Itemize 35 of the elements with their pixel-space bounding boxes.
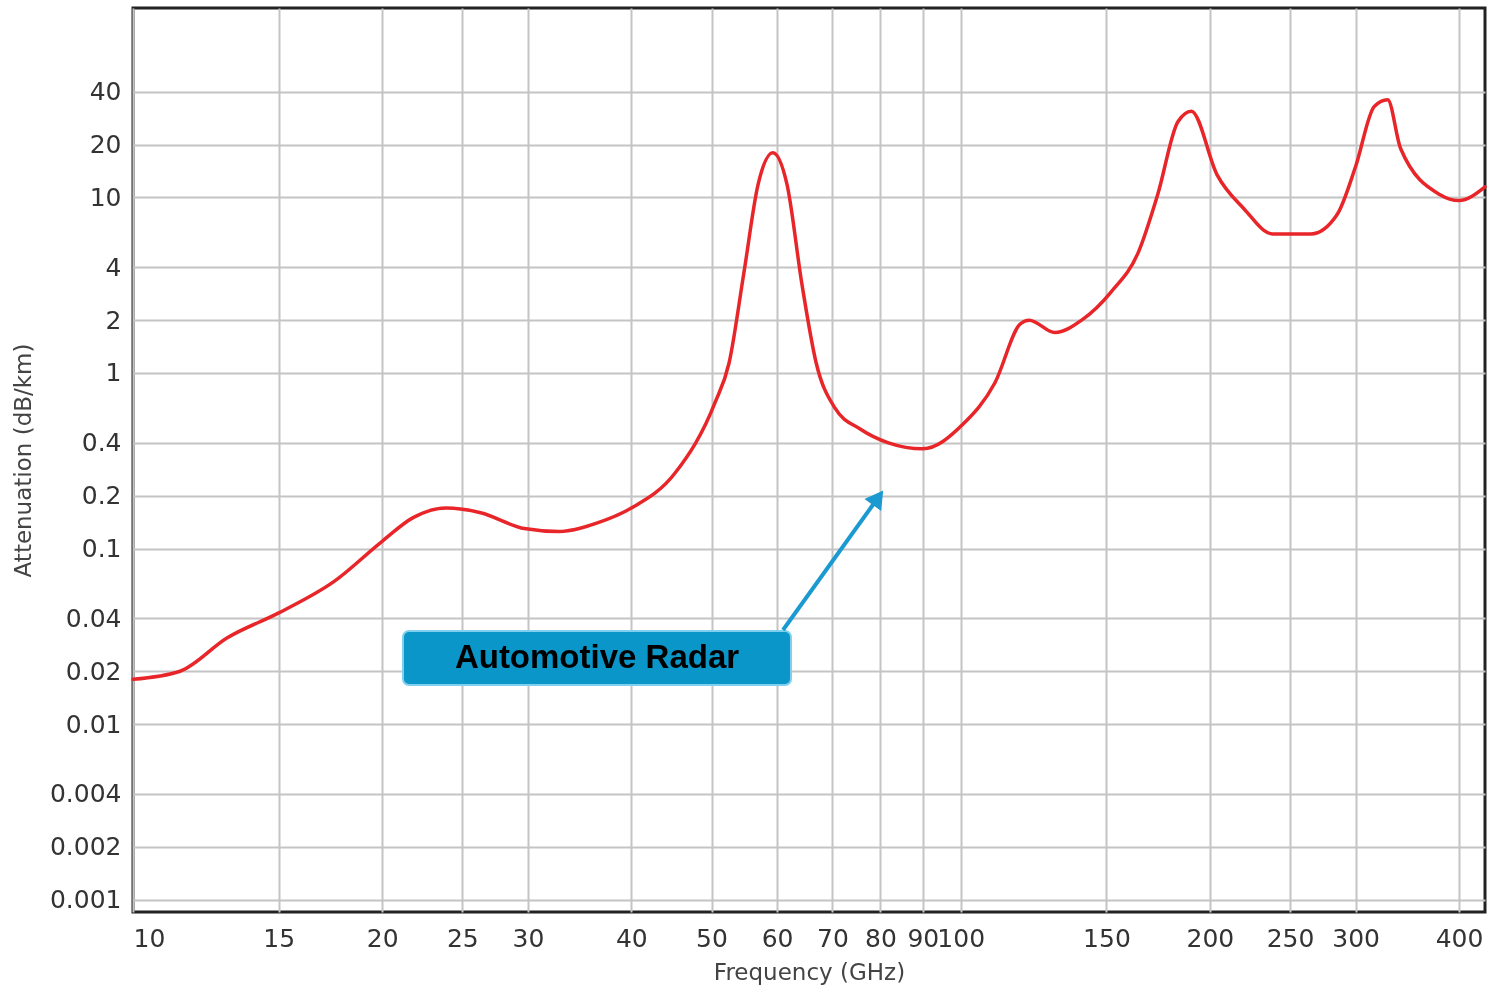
x-tick-label: 15 bbox=[263, 923, 296, 953]
x-tick-label: 40 bbox=[615, 923, 648, 953]
y-tick-label: 0.01 bbox=[65, 709, 122, 739]
y-tick-label: 1 bbox=[105, 358, 122, 388]
x-tick-label: 60 bbox=[761, 923, 794, 953]
y-tick-label: 0.001 bbox=[49, 885, 122, 915]
x-tick-label: 25 bbox=[446, 923, 479, 953]
y-tick-label: 0.04 bbox=[65, 603, 122, 633]
x-tick-label: 250 bbox=[1266, 923, 1315, 953]
x-tick-label: 200 bbox=[1186, 923, 1235, 953]
y-tick-label: 0.002 bbox=[49, 832, 122, 862]
x-tick-label: 150 bbox=[1083, 923, 1131, 953]
x-axis-title: Frequency (GHz) bbox=[713, 958, 906, 985]
y-tick-label: 0.4 bbox=[81, 428, 122, 458]
y-tick-label: 2 bbox=[105, 305, 122, 335]
x-tick-label: 80 bbox=[865, 923, 897, 953]
y-tick-label: 40 bbox=[89, 77, 122, 107]
x-tick-label: 10 bbox=[133, 923, 166, 953]
y-tick-label: 0.1 bbox=[81, 534, 122, 564]
y-tick-label: 0.2 bbox=[81, 481, 122, 511]
y-tick-label: 0.02 bbox=[65, 656, 122, 686]
x-tick-label: 30 bbox=[512, 923, 545, 953]
x-tick-label: 300 bbox=[1332, 923, 1380, 953]
x-tick-label: 50 bbox=[696, 923, 728, 953]
y-tick-label: 0.004 bbox=[49, 779, 122, 809]
y-tick-label: 10 bbox=[89, 182, 122, 212]
x-tick-label: 400 bbox=[1435, 923, 1484, 953]
y-tick-label: 20 bbox=[89, 130, 122, 160]
annotation: Automotive Radar bbox=[454, 638, 740, 675]
y-tick-label: 4 bbox=[105, 252, 122, 282]
x-tick-label: 70 bbox=[817, 923, 849, 953]
x-tick-label: 20 bbox=[366, 923, 399, 953]
x-tick-label: 90 bbox=[907, 923, 940, 953]
y-axis-title: Attenuation (dB/km) bbox=[9, 343, 36, 578]
x-tick-label: 100 bbox=[937, 923, 986, 953]
